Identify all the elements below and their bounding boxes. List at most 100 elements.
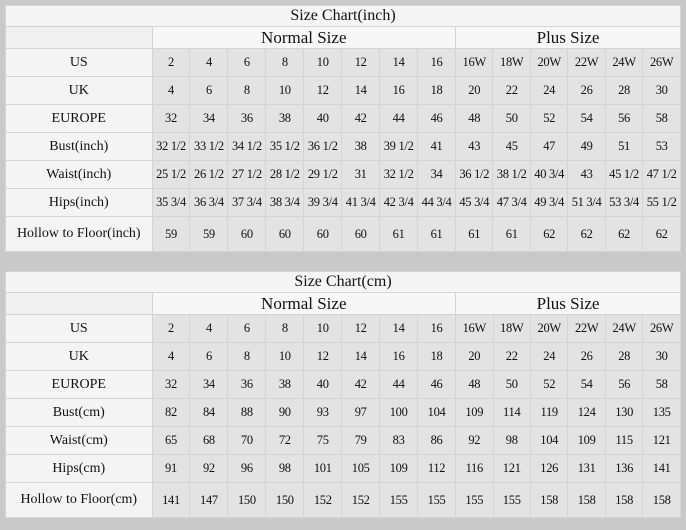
size-value-cell: 101: [303, 454, 343, 483]
size-value-cell: 55 1/2: [642, 188, 681, 217]
size-value-cell: 72: [265, 426, 305, 455]
size-value-cell: 56: [604, 370, 644, 399]
size-value-cell: 45: [492, 132, 531, 161]
size-value-cell: 45 3/4: [455, 188, 494, 217]
size-value-cell: 105: [341, 454, 381, 483]
table-row: Hollow to Floor(inch) 59 59 60 60 60 60 61 61 61 6…: [5, 216, 681, 252]
row-label: Hollow to Floor(cm): [5, 482, 153, 518]
size-value-cell: 42 3/4: [379, 188, 419, 217]
size-value-cell: 130: [604, 398, 644, 427]
size-value-cell: 22W: [567, 48, 606, 77]
size-value-cell: 98: [265, 454, 305, 483]
table-row: Bust(inch) 32 1/2 33 1/2 34 1/2 35 1/2 36 1/2…: [5, 132, 681, 161]
size-value-cell: 158: [567, 482, 606, 518]
size-value-cell: 6: [189, 342, 229, 371]
size-value-cell: 84: [189, 398, 229, 427]
size-value-cell: 10: [265, 76, 305, 105]
size-value-cell: 65: [151, 426, 191, 455]
size-value-cell: 91: [151, 454, 191, 483]
row-label: Bust(cm): [5, 398, 153, 427]
size-value-cell: 70: [227, 426, 267, 455]
size-value-cell: 96: [227, 454, 267, 483]
size-value-cell: 2: [151, 314, 191, 343]
size-value-cell: 100: [379, 398, 419, 427]
size-value-cell: 42: [341, 104, 381, 133]
size-value-cell: 41: [417, 132, 457, 161]
size-value-cell: 158: [604, 482, 644, 518]
size-value-cell: 14: [341, 76, 381, 105]
size-value-cell: 12: [303, 342, 343, 371]
size-value-cell: 4: [189, 48, 229, 77]
size-value-cell: 18W: [492, 314, 531, 343]
size-value-cell: 98: [492, 426, 531, 455]
size-value-cell: 109: [455, 398, 494, 427]
table-title: Size Chart(cm): [5, 271, 681, 293]
size-value-cell: 24: [529, 76, 569, 105]
size-value-cell: 24W: [604, 314, 644, 343]
size-value-cell: 58: [642, 370, 681, 399]
size-value-cell: 50: [492, 104, 531, 133]
size-value-cell: 12: [341, 314, 381, 343]
size-value-cell: 141: [151, 482, 191, 518]
size-value-cell: 93: [303, 398, 343, 427]
size-value-cell: 6: [189, 76, 229, 105]
title-row: Size Chart(inch): [5, 5, 681, 27]
size-value-cell: 121: [642, 426, 681, 455]
size-value-cell: 79: [341, 426, 381, 455]
size-value-cell: 34: [189, 104, 229, 133]
size-value-cell: 30: [642, 342, 681, 371]
size-value-cell: 104: [529, 426, 569, 455]
size-value-cell: 60: [227, 216, 267, 252]
size-value-cell: 8: [227, 342, 267, 371]
table-row: Hips(inch) 35 3/4 36 3/4 37 3/4 38 3/4 39 3/4…: [5, 188, 681, 217]
size-value-cell: 40: [303, 370, 343, 399]
row-label: UK: [5, 76, 153, 105]
size-value-cell: 24: [529, 342, 569, 371]
size-value-cell: 38: [265, 104, 305, 133]
size-value-cell: 49: [567, 132, 606, 161]
size-value-cell: 26: [567, 342, 606, 371]
size-value-cell: 48: [455, 370, 494, 399]
size-value-cell: 112: [417, 454, 457, 483]
size-value-cell: 150: [227, 482, 267, 518]
size-value-cell: 26W: [642, 48, 681, 77]
size-value-cell: 18: [417, 76, 457, 105]
size-value-cell: 155: [417, 482, 457, 518]
size-value-cell: 141: [642, 454, 681, 483]
size-value-cell: 8: [227, 76, 267, 105]
size-value-cell: 26 1/2: [189, 160, 229, 189]
size-value-cell: 104: [417, 398, 457, 427]
size-value-cell: 59: [189, 216, 229, 252]
row-label: Waist(cm): [5, 426, 153, 455]
size-value-cell: 32: [151, 104, 191, 133]
size-value-cell: 158: [529, 482, 569, 518]
size-value-cell: 20: [455, 342, 494, 371]
size-value-cell: 48: [455, 104, 494, 133]
size-value-cell: 36 3/4: [189, 188, 229, 217]
size-value-cell: 86: [417, 426, 457, 455]
size-value-cell: 10: [303, 48, 343, 77]
size-value-cell: 22: [492, 76, 531, 105]
table-title: Size Chart(inch): [5, 5, 681, 27]
row-label: US: [5, 314, 153, 343]
table-row: Bust(cm) 82 84 88 90 93 97 100 104 109 114 119 124 13…: [5, 398, 681, 427]
size-value-cell: 30: [642, 76, 681, 105]
size-value-cell: 32 1/2: [379, 160, 419, 189]
size-value-cell: 37 3/4: [227, 188, 267, 217]
size-value-cell: 38 3/4: [265, 188, 305, 217]
size-value-cell: 119: [529, 398, 569, 427]
size-value-cell: 14: [379, 48, 419, 77]
size-value-cell: 60: [303, 216, 343, 252]
row-label: Hips(inch): [5, 188, 153, 217]
size-value-cell: 4: [151, 342, 191, 371]
size-value-cell: 61: [492, 216, 531, 252]
size-value-cell: 47 3/4: [492, 188, 531, 217]
table-row: EUROPE 32 34 36 38 40 42 44 46 48 50 52 54 56 58: [5, 370, 681, 399]
size-value-cell: 27 1/2: [227, 160, 267, 189]
size-value-cell: 2: [151, 48, 191, 77]
size-value-cell: 46: [417, 370, 457, 399]
size-value-cell: 36 1/2: [455, 160, 494, 189]
size-value-cell: 115: [604, 426, 644, 455]
size-value-cell: 158: [642, 482, 681, 518]
size-value-cell: 16W: [455, 314, 494, 343]
